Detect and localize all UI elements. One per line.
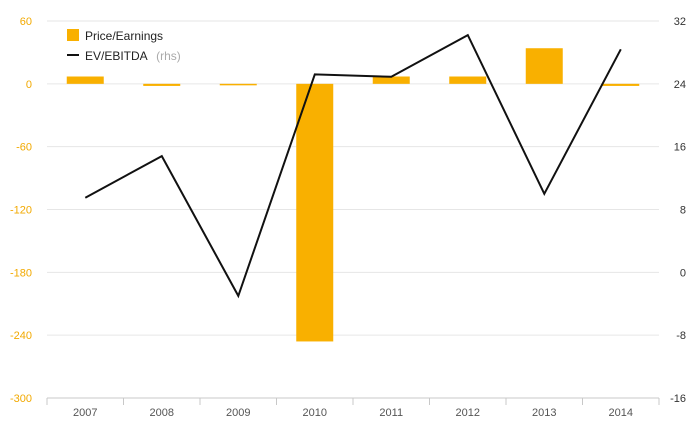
x-tick-label: 2008	[150, 407, 174, 419]
legend-label-ev-ebitda-group: EV/EBITDA (rhs)	[85, 47, 181, 64]
legend-label-price-earnings: Price/Earnings	[85, 29, 163, 43]
gridlines	[47, 20, 659, 399]
x-tick-label: 2011	[379, 407, 403, 419]
x-tick-label: 2007	[73, 407, 97, 419]
y-left-tick-label: -120	[10, 205, 32, 217]
y-left-tick-label: 0	[26, 79, 32, 91]
bar-price-earnings-2007	[66, 76, 104, 84]
bar-price-earnings-2010	[296, 83, 334, 342]
y-right-tick-label: 16	[674, 142, 686, 154]
bar-price-earnings-2011	[372, 76, 410, 84]
x-tick-label: 2013	[532, 407, 556, 419]
y-right-tick-label: 24	[674, 79, 686, 91]
x-tick-label: 2014	[609, 407, 633, 419]
bar-price-earnings-2012	[449, 76, 487, 84]
bar-price-earnings-2014	[602, 83, 640, 86]
bar-series	[66, 48, 640, 342]
y-left-tick-label: -180	[10, 267, 32, 279]
y-right-tick-label: -8	[676, 330, 686, 342]
y-right-tick-label: -16	[670, 393, 686, 405]
bar-price-earnings-2013	[525, 48, 563, 84]
legend-label-ev-ebitda: EV/EBITDA	[85, 49, 148, 63]
x-tick-label: 2010	[303, 407, 327, 419]
y-right-tick-label: 32	[674, 16, 686, 28]
y-left-tick-label: -240	[10, 330, 32, 342]
legend: Price/Earnings EV/EBITDA (rhs)	[67, 29, 181, 64]
legend-label-rhs: (rhs)	[156, 49, 181, 63]
legend-swatch-price-earnings	[67, 29, 79, 41]
line-series	[84, 33, 622, 299]
line-ev-ebitda	[84, 33, 622, 299]
axes: 60 0 -60 -120 -180 -240 -300 32 24 16 8 0 -8 -16 2007 2…	[10, 16, 686, 419]
y-left-tick-label: -300	[10, 393, 32, 405]
y-left-tick-label: 60	[20, 16, 32, 28]
y-left-tick-label: -60	[16, 142, 32, 154]
bar-price-earnings-2009	[219, 83, 257, 86]
x-tick-label: 2009	[226, 407, 250, 419]
x-tick-label: 2012	[456, 407, 480, 419]
bar-price-earnings-2008	[143, 83, 181, 86]
y-right-tick-label: 0	[680, 267, 686, 279]
y-right-tick-label: 8	[680, 205, 686, 217]
